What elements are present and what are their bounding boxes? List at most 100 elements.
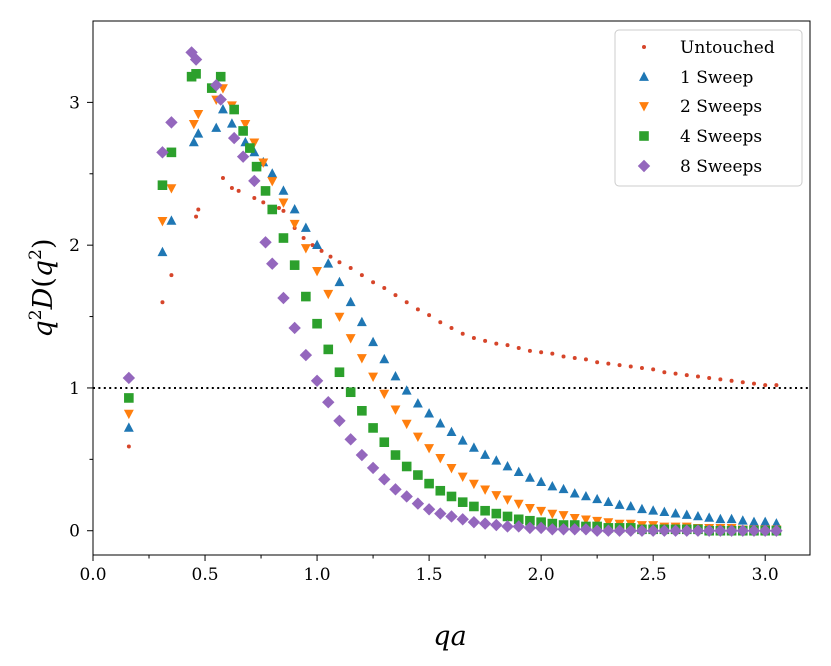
point-untouched (382, 286, 387, 290)
point-8-sweeps (165, 116, 178, 129)
point-2-sweeps (580, 515, 591, 525)
point-untouched (673, 371, 678, 376)
point-untouched (718, 377, 723, 382)
point-4-sweeps (401, 461, 412, 472)
point-untouched (169, 273, 174, 278)
point-4-sweeps (124, 393, 134, 403)
point-1-sweep (334, 276, 345, 287)
point-1-sweep (603, 496, 614, 507)
legend-marker-4-sweeps (639, 131, 649, 141)
point-4-sweeps (424, 478, 434, 489)
point-4-sweeps (525, 515, 535, 526)
point-1-sweep (513, 466, 524, 477)
legend-marker-2-sweeps (639, 102, 649, 112)
point-4-sweeps (368, 423, 378, 433)
y-tick-label: 3 (69, 93, 80, 113)
point-1-sweep (547, 480, 558, 491)
point-8-sweeps (236, 150, 250, 163)
point-4-sweeps (191, 69, 201, 79)
point-1-sweep (681, 509, 692, 519)
x-tick-label: 2.5 (640, 565, 667, 585)
legend: Untouched 1 Sweep 2 Sweeps 4 Sweeps 8 Sw… (614, 29, 803, 187)
point-1-sweep (569, 488, 580, 498)
series-untouched (126, 176, 779, 449)
point-2-sweeps (166, 184, 177, 194)
point-1-sweep (166, 215, 177, 225)
point-untouched (449, 325, 454, 330)
point-2-sweeps (491, 491, 502, 501)
legend-label-untouched: Untouched (680, 38, 775, 58)
point-untouched (774, 383, 779, 388)
point-8-sweeps (445, 510, 458, 523)
point-8-sweeps (248, 174, 261, 188)
point-8-sweeps (467, 515, 481, 529)
point-1-sweep (401, 385, 412, 395)
point-4-sweeps (229, 104, 239, 115)
point-untouched (319, 248, 324, 253)
point-untouched (639, 365, 644, 370)
point-4-sweeps (267, 204, 278, 215)
point-8-sweeps (702, 524, 716, 537)
point-2-sweeps (536, 506, 547, 517)
point-4-sweeps (469, 501, 479, 512)
legend-box (614, 29, 803, 187)
point-8-sweeps (658, 524, 671, 537)
legend-label-8-sweeps: 8 Sweeps (680, 157, 762, 177)
point-8-sweeps (227, 131, 241, 145)
point-2-sweeps (345, 334, 356, 344)
point-2-sweeps (188, 119, 199, 130)
point-8-sweeps (523, 521, 537, 535)
point-untouched (393, 293, 398, 298)
point-1-sweep (771, 518, 782, 528)
point-1-sweep (536, 476, 547, 487)
y-tick-label: 0 (69, 522, 80, 542)
point-2-sweeps (401, 419, 412, 430)
point-8-sweeps (322, 396, 335, 409)
point-1-sweep (715, 513, 726, 524)
point-1-sweep (435, 418, 446, 428)
point-8-sweeps (714, 524, 727, 537)
point-4-sweeps (357, 405, 367, 416)
point-8-sweeps (770, 524, 783, 537)
point-4-sweeps (457, 497, 468, 507)
point-4-sweeps (345, 387, 356, 398)
point-4-sweeps (312, 318, 322, 329)
y-title-close: ) (28, 239, 59, 250)
point-2-sweeps (193, 109, 204, 120)
point-2-sweeps (480, 485, 491, 495)
point-2-sweeps (289, 219, 300, 230)
point-1-sweep (424, 408, 435, 418)
point-4-sweeps (480, 505, 490, 516)
point-untouched (427, 313, 432, 318)
point-1-sweep (659, 506, 670, 517)
point-4-sweeps (435, 485, 446, 496)
point-2-sweeps (603, 518, 614, 528)
point-untouched (539, 350, 544, 355)
point-2-sweeps (379, 389, 390, 400)
point-1-sweep (289, 203, 300, 214)
point-8-sweeps (400, 490, 413, 503)
point-untouched (126, 444, 131, 449)
point-1-sweep (312, 239, 323, 250)
point-8-sweeps (277, 291, 290, 305)
point-2-sweeps (569, 514, 580, 524)
point-2-sweeps (300, 244, 311, 254)
x-tick-label: 2.0 (528, 565, 555, 585)
y-tick-label: 1 (69, 379, 80, 399)
point-1-sweep (737, 515, 748, 525)
x-tick-label: 0.5 (192, 565, 219, 585)
point-1-sweep (267, 168, 278, 178)
point-untouched (348, 266, 353, 271)
x-axis-title: qa (433, 621, 466, 652)
point-1-sweep (368, 336, 379, 347)
point-untouched (505, 343, 510, 348)
point-2-sweeps (312, 267, 323, 277)
point-2-sweeps (547, 509, 558, 520)
point-1-sweep (468, 442, 479, 452)
point-untouched (527, 348, 532, 353)
point-8-sweeps (725, 524, 738, 537)
legend-label-2-sweeps: 2 Sweeps (680, 97, 762, 117)
point-1-sweep (480, 449, 491, 459)
point-2-sweeps (390, 405, 401, 415)
point-2-sweeps (368, 372, 379, 383)
